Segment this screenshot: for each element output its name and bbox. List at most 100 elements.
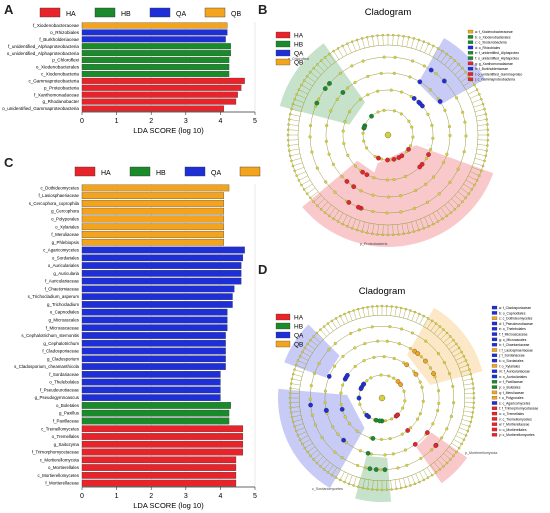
branch [304, 80, 313, 87]
branch [356, 220, 361, 231]
inner-node [388, 325, 392, 329]
leaf-node [407, 35, 410, 39]
inner-node [411, 59, 415, 63]
bar-29 [81, 409, 230, 417]
leaf-node [469, 372, 473, 376]
branch [329, 207, 336, 217]
category-label-27: g_Pseudogymnoascus [35, 395, 80, 400]
category-label-21: f_Cladosporiaceae [42, 349, 79, 354]
inner-node [431, 422, 435, 426]
branch [440, 456, 448, 464]
branch [463, 183, 472, 190]
bar-20 [81, 339, 226, 347]
clade-sector-2 [284, 324, 340, 378]
leaf-node [445, 52, 448, 56]
branch [477, 124, 488, 126]
significant-node [364, 172, 370, 178]
inner-node [425, 200, 429, 204]
inner-node [392, 178, 396, 182]
bar-8 [81, 77, 245, 84]
leaf-node [413, 310, 417, 314]
side-swatch-2 [491, 316, 498, 320]
leaf-node [293, 425, 296, 428]
bar-21 [81, 347, 226, 355]
leaf-node [290, 159, 293, 163]
branch [436, 51, 443, 60]
branch [290, 114, 301, 117]
bar-11 [81, 270, 242, 277]
inner-node [320, 435, 324, 439]
branch [299, 435, 309, 440]
lda-bar-chart-a: HA HB QA QB f_Xiodenobacteraceae o_Rhizobiale… [2, 7, 257, 135]
branch [465, 179, 475, 186]
branch [462, 415, 473, 418]
leaf-node [455, 342, 458, 346]
clade-sector-2 [302, 160, 375, 241]
branch [411, 312, 416, 321]
category-label-18: f_Microascaceae [46, 325, 80, 330]
branch [348, 475, 353, 484]
category-label-19: s_Cephalotrichum_stemonitis [21, 333, 79, 338]
inner-node [452, 401, 456, 405]
side-swatch-9 [491, 353, 498, 357]
leaf-node [461, 200, 464, 204]
bar-26 [81, 386, 221, 394]
side-label-3: d: o_Rhizobiales [475, 46, 500, 50]
leaf-node [480, 97, 483, 101]
category-label-2: f_Burkholderiaceae [39, 37, 79, 42]
leaf-node [460, 350, 463, 354]
leaf-node [343, 480, 346, 484]
inner-node [419, 355, 423, 359]
significant-node [391, 156, 397, 162]
side-label-19: t: f_Trimorphomycetaceae [499, 407, 538, 411]
leaf-node [436, 220, 440, 223]
branch [306, 76, 316, 83]
leaf-node [445, 331, 449, 335]
side-swatch-24 [491, 433, 498, 437]
branch [423, 469, 429, 478]
leaf-node [455, 450, 458, 454]
inner-node [369, 376, 373, 380]
significant-node [404, 362, 410, 368]
legend-swatch-qa [275, 331, 291, 339]
leaf-node [375, 304, 379, 308]
leaf-node [386, 233, 390, 237]
inner-node [358, 449, 362, 453]
side-swatch-17 [491, 396, 498, 400]
leaf-node [350, 40, 354, 43]
significant-node [431, 371, 436, 376]
branch [304, 347, 313, 354]
branch [433, 462, 441, 470]
branch [426, 320, 433, 329]
significant-node [361, 381, 367, 387]
branch [451, 64, 459, 72]
inner-node [392, 71, 396, 75]
branch [353, 310, 357, 320]
leaf-node [390, 488, 393, 491]
inner-node [371, 210, 375, 214]
inner-node [340, 175, 344, 179]
branch [415, 220, 420, 231]
leaf-node [409, 484, 412, 487]
branch [320, 201, 328, 210]
inner-node [346, 153, 350, 157]
leaf-node [467, 192, 471, 195]
side-swatch-20 [491, 411, 498, 416]
clade-label-1: c_Sordariomycetes [312, 487, 343, 491]
leaf-node [483, 159, 486, 163]
branch [324, 204, 332, 213]
leaf-node [381, 233, 384, 237]
inner-node [422, 64, 426, 68]
leaf-node [422, 314, 425, 318]
leaf-node [297, 88, 301, 91]
leaf-node [486, 123, 489, 126]
leaf-node [380, 488, 384, 492]
significant-node [340, 90, 346, 95]
leaf-node [355, 38, 359, 42]
significant-node [385, 157, 390, 163]
branch [470, 171, 480, 176]
leaf-node [343, 312, 346, 316]
side-swatch-3 [467, 45, 474, 50]
side-label-4: e: f_unidentified_Alphaproteo [475, 51, 519, 55]
inner-node [308, 135, 312, 139]
